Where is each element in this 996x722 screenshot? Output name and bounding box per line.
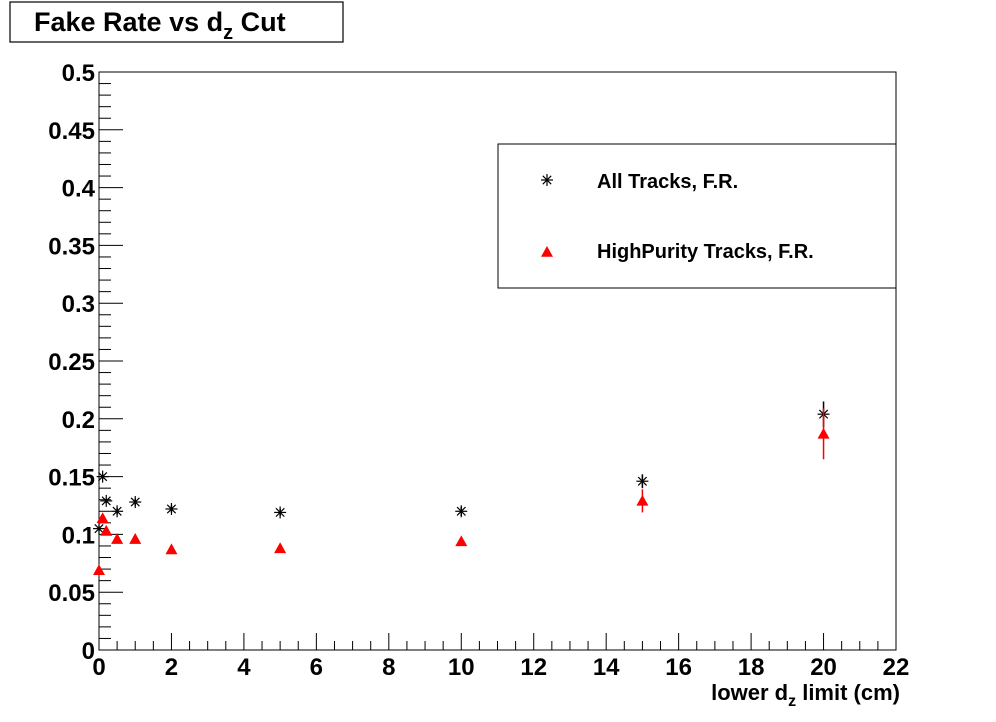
data-point [636, 475, 649, 488]
svg-text:Fake Rate vs dz Cut: Fake Rate vs dz Cut [34, 7, 286, 44]
data-point [96, 512, 109, 524]
x-tick-label: 18 [738, 654, 765, 681]
x-axis-label-subscript: z [788, 693, 796, 710]
data-point [165, 543, 178, 555]
x-tick-label: 16 [665, 654, 692, 681]
x-tick-label: 14 [593, 654, 620, 681]
y-tick-label: 0.15 [48, 465, 95, 492]
x-tick-label: 8 [382, 654, 395, 681]
legend-box [497, 143, 897, 289]
title-subscript: z [223, 22, 233, 44]
data-point [96, 470, 109, 483]
data-point [111, 533, 124, 544]
y-tick-label: 0.5 [62, 60, 95, 87]
data-point [455, 505, 468, 518]
data-point [636, 494, 649, 506]
legend-marker-triangle [541, 246, 553, 257]
x-axis-label-prefix: lower d [711, 680, 788, 705]
legend-label-highpurity-tracks: HighPurity Tracks, F.R. [597, 241, 814, 263]
legend-marker-highpurity-tracks [541, 246, 553, 257]
legend-label-all-tracks: All Tracks, F.R. [597, 171, 738, 193]
x-tick-label: 20 [810, 654, 837, 681]
x-axis-label-suffix: limit (cm) [796, 680, 900, 705]
legend-marker-star [541, 174, 553, 186]
x-tick-label: 2 [165, 654, 178, 681]
data-marks [93, 401, 830, 576]
x-tick-label: 4 [237, 654, 251, 681]
data-point [100, 524, 113, 536]
data-point [93, 564, 105, 576]
data-point [100, 494, 113, 507]
data-point [129, 533, 142, 544]
y-tick-label: 0.1 [62, 522, 95, 549]
x-tick-label: 22 [883, 654, 910, 681]
legend-marker-all-tracks [541, 174, 553, 186]
data-point [165, 502, 178, 515]
data-point [274, 506, 287, 519]
series-highpurity-tracks [93, 408, 830, 576]
y-tick-label: 0.45 [48, 118, 95, 145]
data-point [455, 535, 468, 547]
x-tick-label: 12 [520, 654, 547, 681]
data-point [129, 496, 142, 509]
legend: All Tracks, F.R. HighPurity Tracks, F.R. [497, 143, 897, 289]
title-suffix: Cut [233, 7, 285, 37]
y-tick-label: 0 [82, 638, 95, 665]
data-point [274, 542, 287, 554]
y-tick-label: 0.05 [48, 580, 95, 607]
x-tick-label: 6 [310, 654, 323, 681]
x-tick-label: 10 [448, 654, 475, 681]
data-point [817, 427, 830, 439]
x-tick-label: 0 [92, 654, 105, 681]
x-axis-label: lower dz limit (cm) [711, 680, 900, 710]
title-text: Fake Rate vs d [34, 7, 223, 37]
y-tick-label: 0.25 [48, 349, 95, 376]
chart-title: Fake Rate vs dz Cut [9, 1, 344, 44]
title-box [9, 1, 344, 43]
y-tick-label: 0.3 [62, 291, 95, 318]
y-tick-label: 0.2 [62, 407, 95, 434]
axes: 0 0.05 0.1 0.15 0.2 0.25 0.3 0.35 0.4 0.45 0.5 0 2 4 6… [48, 60, 909, 681]
data-point [111, 505, 124, 518]
y-tick-label: 0.4 [62, 176, 96, 203]
y-tick-label: 0.35 [48, 233, 95, 260]
data-point [93, 522, 105, 535]
